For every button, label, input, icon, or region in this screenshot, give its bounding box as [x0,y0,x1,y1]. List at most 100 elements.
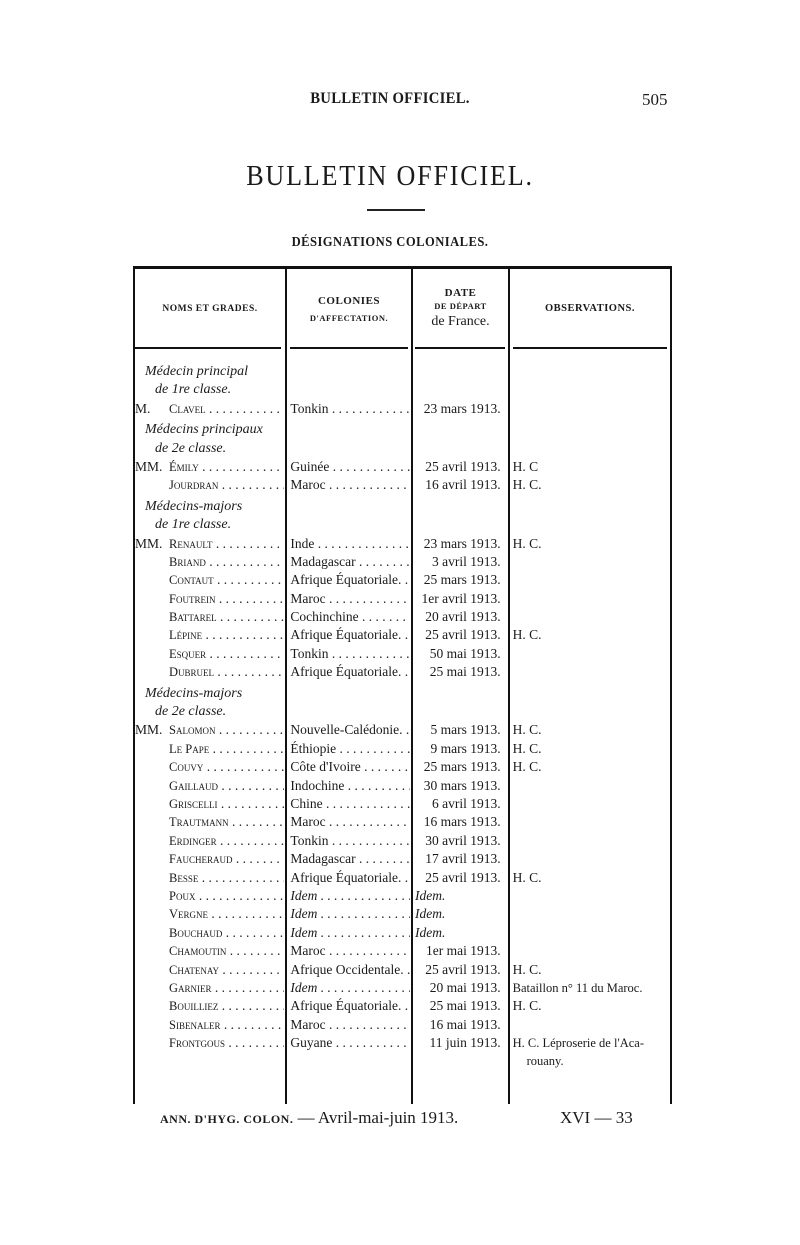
table-row: Bouilliez Afrique Équatoriale. 25 mai 1913… [135,997,670,1015]
person-name: Briand [169,554,206,569]
colony-cell: Cochinchine [284,608,410,626]
date-cell: 1er mai 1913. [426,943,501,959]
colony-cell: Maroc [284,813,410,831]
observations-cell: H. C. [512,627,542,643]
section-heading: Médecins-majors de 1re classe. [135,498,670,535]
date-cell: Idem. [414,924,446,940]
observations-cell: H. C [512,458,539,474]
section-heading-line: de 1re classe. [155,382,232,398]
table-row: Griscelli Chine 6 avril 1913. [135,795,670,813]
date-cell: 3 avril 1913. [432,553,501,569]
table-row: Trautmann Maroc 16 mars 1913. [135,813,670,831]
observations-cell [507,645,670,663]
section-subtitle: DÉSIGNATIONS COLONIALES. [291,235,489,250]
name-cell: Contaut [135,571,284,589]
person-name: Esquer [169,646,207,661]
person-name: Poux [169,888,196,903]
colony-cell: Maroc [284,590,410,608]
table-row: Esquer Tonkin 50 mai 1913. [135,645,670,663]
date-cell: 25 avril 1913. [425,627,501,643]
person-name: Garnier [169,980,212,995]
section-heading-line: de 2e classe. [155,440,227,456]
table-row: Foutrein Maroc 1er avril 1913. [135,590,670,608]
date-cell: 11 juin 1913. [429,1035,501,1051]
observations-cell [507,887,670,905]
section-heading: Médecins-majors de 2e classe. [135,685,670,722]
person-name: Faucheraud [169,852,233,867]
person-name: Erdinger [169,833,217,848]
section-heading-line: de 2e classe. [155,704,227,720]
colony-cell: Idem [284,905,410,923]
header-colonies: COLONIES D'AFFECTATION. [287,269,411,349]
title-prefix: MM. [135,722,163,738]
colony-cell: Indochine [284,777,410,795]
column-divider [411,269,413,1104]
table-row: Battarel Cochinchine 20 avril 1913. [135,608,670,626]
observations-cell: H. C. [512,759,542,775]
date-cell: 16 mars 1913. [423,814,501,830]
observations-cell: H. C. [512,740,542,756]
name-cell: Foutrein [135,590,284,608]
date-cell: 17 avril 1913. [425,851,501,867]
name-cell: Briand [135,553,284,571]
table-row: Jourdran Maroc 16 avril 1913. H. C. [135,476,670,494]
person-name: Sibenaler [169,1017,221,1032]
column-divider [508,269,510,1104]
person-name: Émily [169,459,199,474]
colony-cell: Éthiopie [284,740,410,758]
table-row: Sibenaler Maroc 16 mai 1913. [135,1016,670,1034]
table-row: Erdinger Tonkin 30 avril 1913. [135,832,670,850]
table-row: Briand Madagascar 3 avril 1913. [135,553,670,571]
date-cell: 25 mars 1913. [423,572,501,588]
observations-cell [507,942,670,960]
date-cell: 25 avril 1913. [425,458,501,474]
person-name: Griscelli [169,796,218,811]
name-cell: Frontgous [135,1034,284,1052]
observations-cell: H. C. Léproserie de l'Aca- [512,1036,644,1051]
name-cell: MM. Renault [135,535,284,553]
person-name: Le Pape [169,741,210,756]
table-row: Bouchaud IdemIdem. [135,924,670,942]
person-name: Battarel [169,610,217,625]
designations-table: NOMS ET GRADES. COLONIES D'AFFECTATION. … [133,266,672,1104]
date-cell: 23 mars 1913. [423,400,501,416]
title-rule [367,209,425,211]
colony-cell: Afrique Équatoriale. [284,626,410,644]
colony-cell: Nouvelle-Calédonie. [284,721,410,739]
colony-cell: Madagascar [284,850,410,868]
colony-cell: Afrique Équatoriale. [284,663,410,681]
date-cell: 25 avril 1913. [425,961,501,977]
observations-cell [507,608,670,626]
colony-cell: Tonkin [284,832,410,850]
colony-cell: Afrique Équatoriale. [284,997,410,1015]
person-name: Bouchaud [169,925,223,940]
section-heading-line: Médecins-majors [145,498,243,514]
header-names-label: NOMS ET GRADES. [162,303,258,314]
section-heading: Médecins principaux de 2e classe. [135,421,670,458]
table-row: Contaut Afrique Équatoriale. 25 mars 1913. [135,571,670,589]
colony-cell: Tonkin [284,400,410,418]
header-rule [290,347,408,349]
header-date-line3: de France. [431,313,490,329]
name-cell: MM. Émily [135,458,284,476]
observations-cell [507,832,670,850]
page-title: BULLETIN OFFICIEL. [246,160,534,192]
name-cell: Bouchaud [135,924,284,942]
observations-cell: H. C. [512,477,542,493]
table-row: Chatenay Afrique Occidentale. 25 avril 191… [135,961,670,979]
observations-cell [507,590,670,608]
table-row: Vergne IdemIdem. [135,905,670,923]
empty-cell [135,1052,284,1070]
header-rule [513,347,667,349]
colony-cell: Maroc [284,1016,410,1034]
table-row: Faucheraud Madagascar 17 avril 1913. [135,850,670,868]
person-name: Lépine [169,628,203,643]
table-row: Chamoutin Maroc 1er mai 1913. [135,942,670,960]
footer-journal-name: ANN. D'HYG. COLON. [160,1112,294,1126]
date-cell: Idem. [414,906,446,922]
observations-cell: Bataillon n° 11 du Maroc. [512,980,643,995]
table-row: MM. Émily Guinée 25 avril 1913. H. C [135,458,670,476]
observations-cell [507,795,670,813]
date-cell: 25 mai 1913. [429,998,501,1014]
